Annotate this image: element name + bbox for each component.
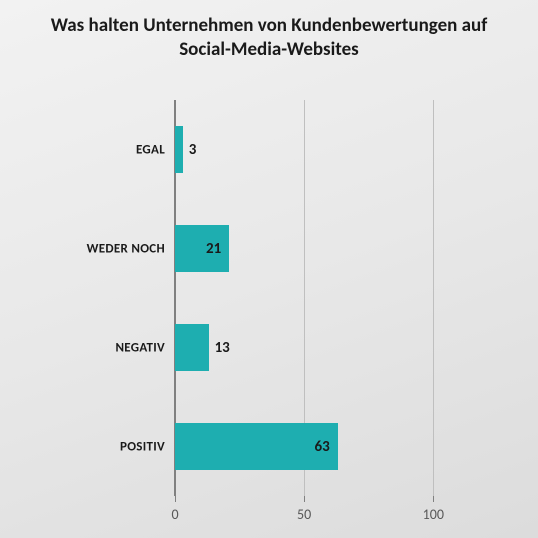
bar-value-label: 13 bbox=[215, 339, 230, 357]
x-tick-label: 100 bbox=[423, 506, 444, 523]
plot-area: 0501003EGAL21WEDER NOCH13NEGATIV63POSITI… bbox=[175, 100, 485, 496]
x-tick-label: 50 bbox=[297, 506, 311, 523]
x-tick-mark bbox=[175, 496, 176, 502]
category-label: EGAL bbox=[136, 142, 165, 157]
bar bbox=[175, 324, 209, 371]
bar-value-label: 21 bbox=[206, 240, 221, 258]
category-label: WEDER NOCH bbox=[87, 241, 165, 256]
x-tick-label: 0 bbox=[171, 506, 178, 523]
chart-title: Was halten Unternehmen von Kundenbewertu… bbox=[0, 14, 538, 62]
bar bbox=[175, 126, 183, 173]
attitudes-bar-chart: Was halten Unternehmen von Kundenbewertu… bbox=[0, 0, 538, 538]
x-tick-mark bbox=[304, 496, 305, 502]
x-tick-mark bbox=[433, 496, 434, 502]
bar-value-label: 3 bbox=[189, 141, 197, 159]
bar bbox=[175, 423, 338, 470]
bar-value-label: 63 bbox=[315, 438, 330, 456]
category-label: POSITIV bbox=[120, 439, 165, 454]
category-label: NEGATIV bbox=[115, 340, 165, 355]
gridline bbox=[433, 100, 434, 496]
